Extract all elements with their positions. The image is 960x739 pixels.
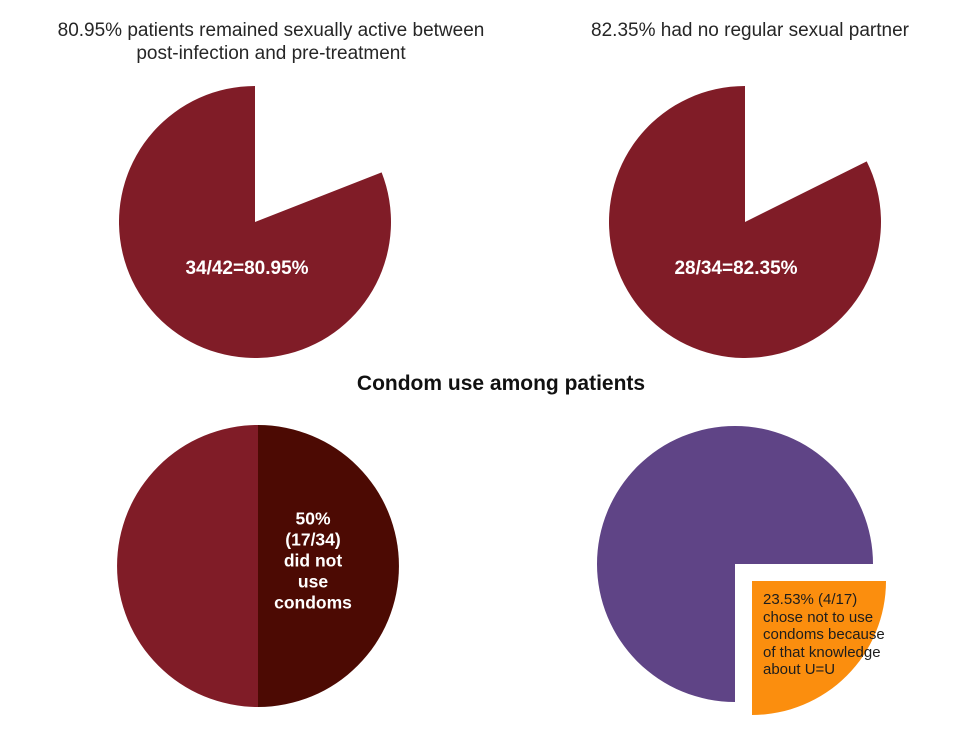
pie-label-condom-use-line2: (17/34) <box>285 529 341 550</box>
pie-label-no-regular-partner: 28/34=82.35% <box>674 258 798 279</box>
pie-label-condom-use-line3: did not <box>283 550 343 571</box>
pie-label-uu-line3: condoms because <box>763 626 885 643</box>
pie-label-sexually-active: 34/42=80.95% <box>185 258 309 279</box>
pie-label-uu-line2: chose not to use <box>763 608 874 626</box>
pie-segment-other-patients <box>597 426 873 702</box>
pie-label-condom-use-line4: use <box>297 571 329 592</box>
pie-segment-no-regular-partner <box>609 86 881 358</box>
pie-label-uu-line4: of that knowledge <box>763 643 881 661</box>
pie-label-uu-line1: 23.53% (4/17) <box>763 591 858 608</box>
pie-label-condom-use-line1: 50% <box>295 508 331 529</box>
pie-segment-did-not-use-condoms <box>258 425 399 707</box>
pie-label-uu-line5: about U=U <box>763 661 836 678</box>
pie-label-uu-knowledge: 23.53% (4/17) chose not to use condoms b… <box>763 591 885 679</box>
pie-sexually-active <box>119 86 391 358</box>
pie-segment-chose-not-uu <box>752 581 886 715</box>
title-sexually-active: 80.95% patients remained sexually active… <box>26 19 516 65</box>
title-sexually-active-line2: post-infection and pre-treatment <box>136 43 406 64</box>
pie-uu-knowledge <box>597 426 886 715</box>
pie-label-condom-use: 50% (17/34) did not use condoms <box>274 509 352 614</box>
title-condom-use: Condom use among patients <box>356 372 646 395</box>
pie-label-condom-use-line5: condoms <box>274 592 352 613</box>
pie-no-regular-partner <box>609 86 881 358</box>
title-sexually-active-line1: 80.95% patients remained sexually active… <box>57 20 485 41</box>
pie-segment-remained-sexually-active <box>119 86 391 358</box>
pie-condom-use <box>117 425 399 707</box>
title-no-regular-partner: 82.35% had no regular sexual partner <box>591 20 909 41</box>
pie-segment-used-condoms <box>117 425 258 707</box>
